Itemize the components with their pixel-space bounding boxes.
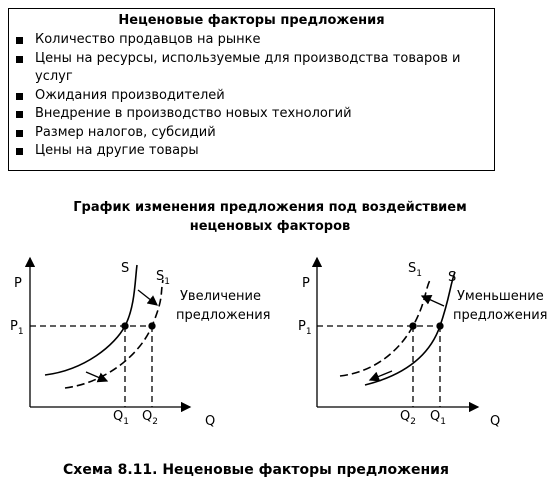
- label-sub: 1: [164, 277, 170, 287]
- price-label: P1: [298, 319, 312, 337]
- label-sub: 2: [152, 417, 158, 427]
- label-main: Q: [113, 409, 123, 424]
- curve-label: S1: [408, 261, 422, 279]
- axis-label: P: [302, 276, 310, 291]
- label-sub: 1: [18, 327, 24, 337]
- shift-note: предложения: [176, 308, 270, 323]
- curve-label: S: [448, 270, 456, 285]
- curve-label: S1: [156, 269, 170, 287]
- factor-item: Внедрение в производство новых технологи…: [16, 105, 475, 124]
- label-sub: 1: [306, 327, 312, 337]
- label-main: P: [298, 319, 306, 334]
- box-title: Неценовые факторы предложения: [118, 13, 385, 28]
- quantity-label: Q1: [113, 409, 129, 427]
- factor-item: Цены на ресурсы, используемые для произв…: [16, 50, 475, 87]
- factor-item: Ожидания производителей: [16, 87, 475, 106]
- label-main: Q: [400, 409, 410, 424]
- curve-label: S: [121, 261, 129, 276]
- figure-title: График изменения предложения под воздейс…: [73, 200, 466, 215]
- label-sub: 1: [440, 417, 446, 427]
- graph-increase: [24, 256, 192, 413]
- shift-note: Уменьшение: [457, 289, 544, 304]
- label-main: P: [10, 319, 18, 334]
- label-main: S: [156, 269, 164, 284]
- caption: Схема 8.11. Неценовые факторы предложени…: [63, 462, 449, 478]
- factor-item: Количество продавцов на рынке: [16, 31, 475, 50]
- graph-decrease: [311, 256, 480, 413]
- factors-box: Неценовые факторы предложения Количество…: [8, 8, 495, 171]
- label-sub: 1: [123, 417, 129, 427]
- label-sub: 2: [410, 417, 416, 427]
- shift-note: предложения: [453, 308, 547, 323]
- factor-item: Цены на другие товары: [16, 142, 475, 161]
- factor-list: Количество продавцов на рынке Цены на ре…: [9, 31, 475, 161]
- quantity-label: Q2: [400, 409, 416, 427]
- axis-label: Q: [205, 414, 215, 429]
- axis-label: Q: [490, 414, 500, 429]
- label-sub: 1: [416, 269, 422, 279]
- label-main: Q: [430, 409, 440, 424]
- label-main: S: [408, 261, 416, 276]
- label-main: Q: [142, 409, 152, 424]
- axis-label: P: [14, 276, 22, 291]
- quantity-label: Q1: [430, 409, 446, 427]
- shift-note: Увеличение: [180, 289, 261, 304]
- figure-title: неценовых факторов: [190, 219, 350, 234]
- price-label: P1: [10, 319, 24, 337]
- factor-item: Размер налогов, субсидий: [16, 124, 475, 143]
- quantity-label: Q2: [142, 409, 158, 427]
